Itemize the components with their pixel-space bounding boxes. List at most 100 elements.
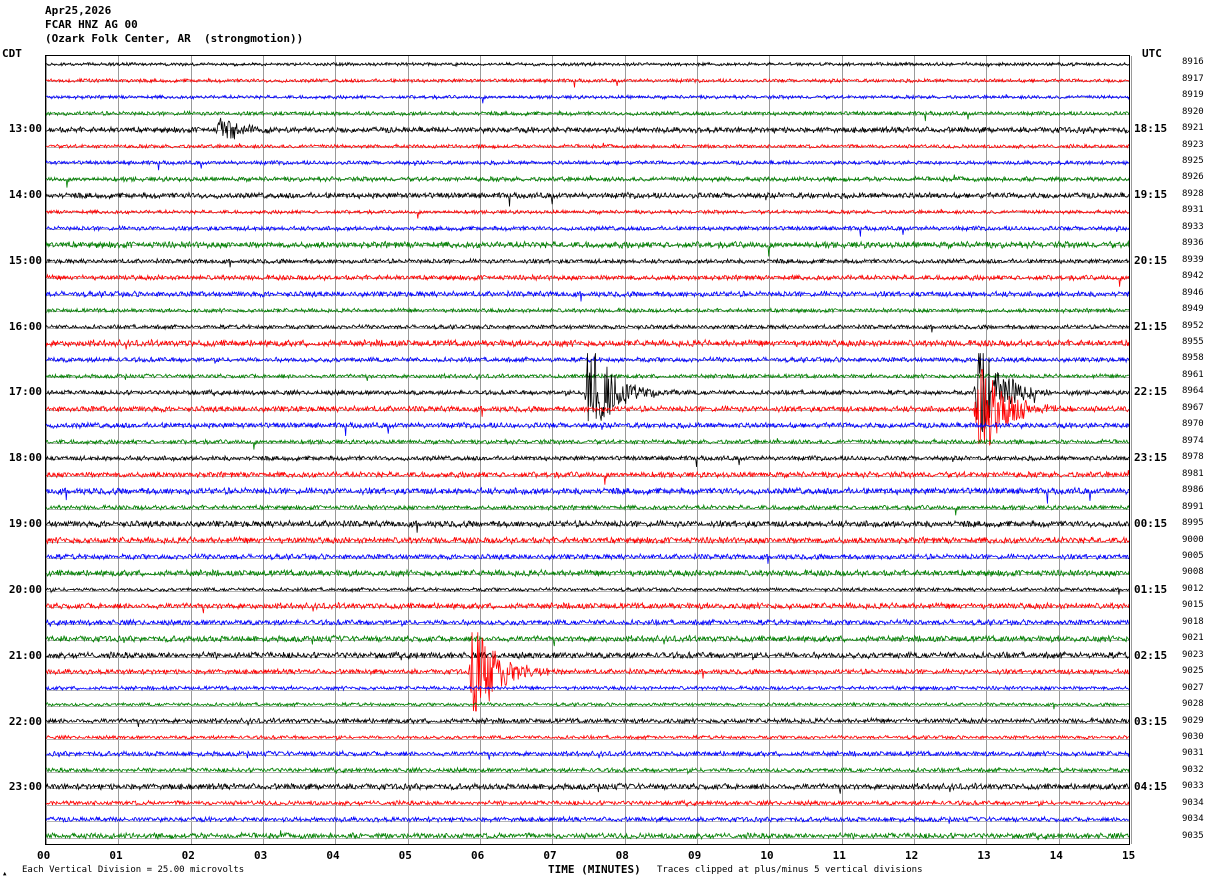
left-time-tick: 17:00 — [8, 385, 42, 399]
left-time-tick: 19:00 — [8, 517, 42, 531]
grid-hline — [46, 591, 1129, 592]
x-axis-tick: 10 — [760, 849, 774, 862]
trace-line — [46, 437, 1129, 450]
trace-line — [46, 454, 1129, 467]
right-time-tick: 04:15 — [1134, 780, 1168, 794]
x-axis-tick: 09 — [688, 849, 702, 862]
trace-line — [46, 749, 1129, 760]
left-time-tick: 16:00 — [8, 319, 42, 333]
x-axis-tick: 01 — [109, 849, 123, 862]
grid-vline — [335, 56, 337, 844]
header-location: (Ozark Folk Center, AR (strongmotion)) — [45, 32, 304, 45]
trace-line — [46, 535, 1129, 546]
seismic-traces — [46, 61, 1129, 841]
grid-vline — [46, 56, 47, 844]
grid-vline — [1058, 56, 1060, 844]
trace-line — [46, 716, 1129, 727]
right-scale-tick: 8917 — [1182, 73, 1204, 84]
right-scale-tick: 9034 — [1182, 797, 1204, 808]
trace-line — [46, 650, 1129, 661]
grid-hline — [46, 755, 1129, 756]
right-scale-tick: 8926 — [1182, 172, 1204, 183]
trace-line — [46, 338, 1129, 350]
grid-hline — [46, 607, 1129, 608]
left-time-tick: 22:00 — [8, 714, 42, 728]
trace-line — [46, 782, 1129, 794]
grid-hline — [46, 114, 1129, 115]
x-axis-tick: 08 — [615, 849, 629, 862]
trace-line — [46, 224, 1129, 237]
right-time-tick: 22:15 — [1134, 385, 1168, 399]
right-scale-tick: 9012 — [1182, 583, 1204, 594]
right-scale-tick: 9008 — [1182, 567, 1204, 578]
trace-line — [46, 77, 1129, 88]
grid-hline — [46, 64, 1129, 65]
right-time-tick: 01:15 — [1134, 582, 1168, 596]
right-scale-tick: 8986 — [1182, 485, 1204, 496]
grid-hline — [46, 723, 1129, 724]
right-time-tick: 00:15 — [1134, 517, 1168, 531]
left-time-tick: 20:00 — [8, 582, 42, 596]
right-scale-tick: 8949 — [1182, 304, 1204, 315]
grid-vline — [480, 56, 481, 844]
right-scale-tick: 8967 — [1182, 402, 1204, 413]
right-time-tick: 03:15 — [1134, 714, 1168, 728]
right-scale-tick: 8936 — [1182, 238, 1204, 249]
right-time-tick: 21:15 — [1134, 319, 1168, 333]
trace-line — [46, 701, 1129, 710]
x-axis-tick: 14 — [1049, 849, 1063, 862]
grid-hline — [46, 706, 1129, 707]
trace-line — [46, 159, 1129, 171]
trace-line — [46, 634, 1129, 647]
right-scale-tick: 8964 — [1182, 386, 1204, 397]
trace-line — [46, 323, 1129, 333]
right-scale-tick: 8946 — [1182, 287, 1204, 298]
footer: ▴ Each Vertical Division = 25.00 microvo… — [0, 861, 1210, 886]
trace-line — [46, 830, 1129, 841]
trace-line — [46, 208, 1129, 219]
right-scale-tick: 9023 — [1182, 649, 1204, 660]
grid-hline — [46, 311, 1129, 312]
right-scale-tick: 8981 — [1182, 468, 1204, 479]
grid-vline — [769, 56, 771, 844]
trace-line — [46, 174, 1129, 188]
grid-vline — [986, 56, 988, 844]
trace-line — [46, 306, 1129, 315]
right-scale-tick: 8919 — [1182, 90, 1204, 101]
right-scale-tick: 8928 — [1182, 188, 1204, 199]
grid-hline — [46, 542, 1129, 543]
right-time-tick: 20:15 — [1134, 253, 1168, 267]
trace-line — [46, 601, 1129, 614]
right-scale-tick: 8923 — [1182, 139, 1204, 150]
right-scale-tick: 9018 — [1182, 616, 1204, 627]
grid-hline — [46, 574, 1129, 575]
right-scale-tick: 8933 — [1182, 221, 1204, 232]
right-scale-tick: 9029 — [1182, 715, 1204, 726]
trace-line — [46, 618, 1129, 627]
trace-line — [46, 369, 1129, 446]
trace-line — [46, 568, 1129, 578]
right-scale-tick: 9034 — [1182, 814, 1204, 825]
grid-vline — [914, 56, 915, 844]
right-time-tick: 19:15 — [1134, 187, 1168, 201]
right-scale-tick: 8978 — [1182, 452, 1204, 463]
scale-note: Each Vertical Division = 25.00 microvolt… — [22, 865, 245, 875]
grid-hline — [46, 262, 1129, 263]
grid-hline — [46, 525, 1129, 526]
right-scale-tick: 9035 — [1182, 830, 1204, 841]
trace-line — [46, 684, 1129, 692]
trace-line — [46, 289, 1129, 302]
trace-line — [46, 469, 1129, 485]
grid-hline — [46, 426, 1129, 427]
trace-line — [46, 733, 1129, 742]
grid-vline — [697, 56, 698, 844]
trace-line — [46, 766, 1129, 776]
x-axis-tick: 00 — [37, 849, 51, 862]
left-time-tick: 13:00 — [8, 122, 42, 136]
right-scale-tick: 8925 — [1182, 155, 1204, 166]
grid-vline — [407, 56, 409, 844]
right-time-tick: 23:15 — [1134, 451, 1168, 465]
right-scale-tick: 9028 — [1182, 699, 1204, 710]
right-scale-tick: 8942 — [1182, 271, 1204, 282]
